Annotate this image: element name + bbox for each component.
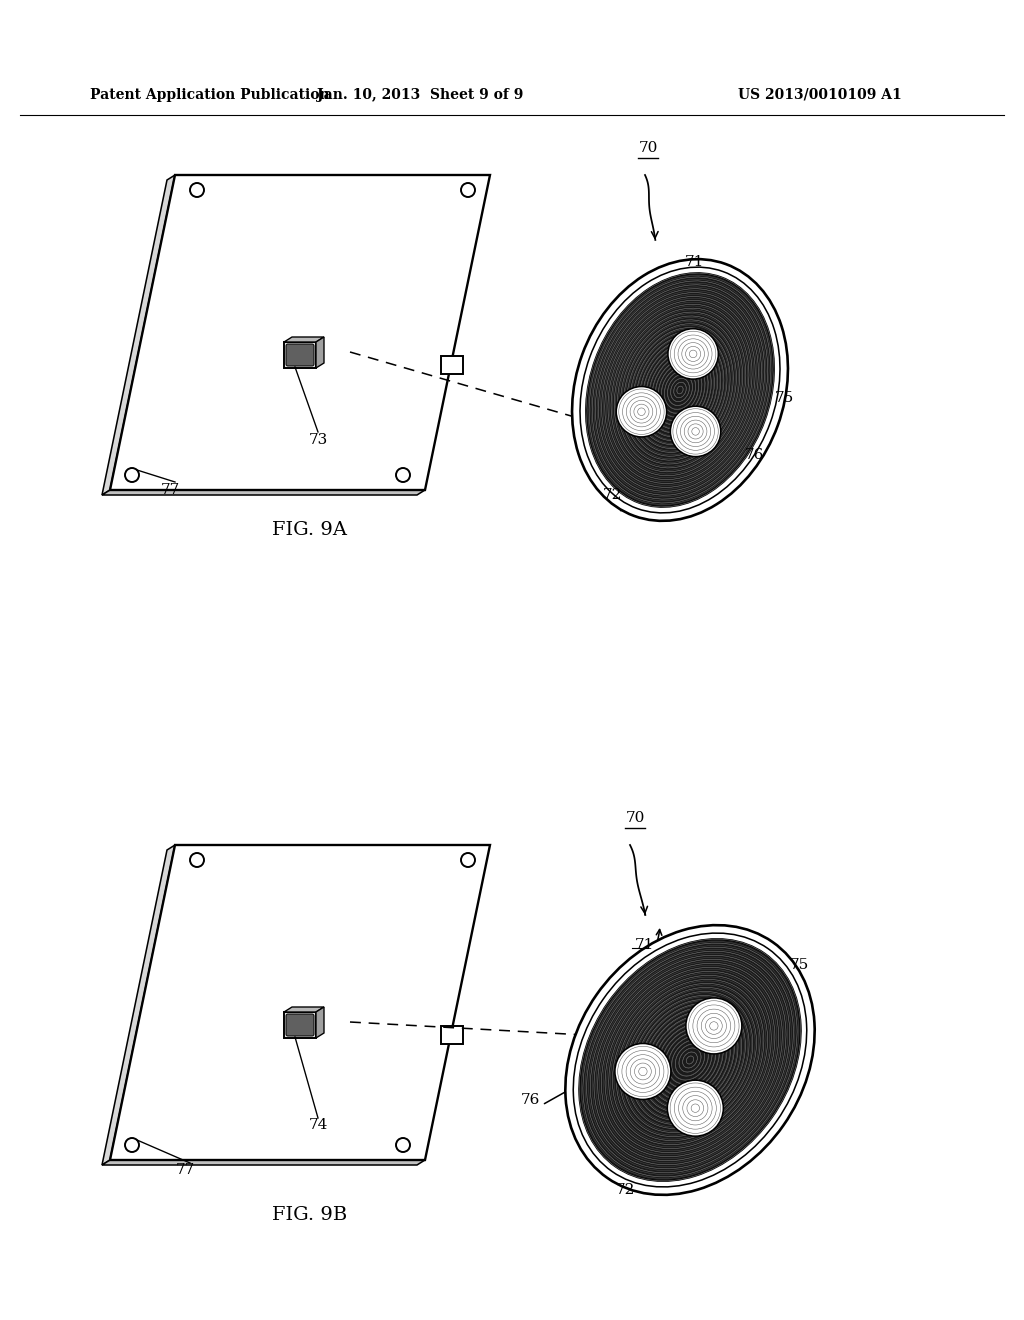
Circle shape [668,1080,723,1137]
Text: 74: 74 [308,1118,328,1133]
Circle shape [616,387,667,437]
Text: 76: 76 [520,1093,540,1107]
Polygon shape [316,1007,324,1038]
Ellipse shape [565,925,815,1195]
Bar [441,356,463,374]
Circle shape [686,998,741,1053]
Ellipse shape [580,939,801,1181]
Text: Jan. 10, 2013  Sheet 9 of 9: Jan. 10, 2013 Sheet 9 of 9 [316,88,523,102]
Text: 73: 73 [308,433,328,447]
Text: Patent Application Publication: Patent Application Publication [90,88,330,102]
Text: 71: 71 [685,255,705,269]
Polygon shape [284,1012,316,1038]
Text: 76: 76 [745,447,764,462]
Text: FIG. 9B: FIG. 9B [272,1206,347,1224]
Polygon shape [102,845,175,1166]
Text: 77: 77 [161,483,179,498]
Ellipse shape [572,259,787,521]
Polygon shape [110,176,490,490]
Circle shape [671,407,721,457]
Text: 75: 75 [775,391,795,405]
Text: 77: 77 [175,1163,195,1177]
Text: 72: 72 [615,1183,635,1197]
Text: 75: 75 [790,958,809,972]
Polygon shape [316,337,324,368]
Text: 70: 70 [626,810,645,825]
Ellipse shape [580,267,780,513]
Polygon shape [110,845,490,1160]
Text: 71: 71 [635,939,654,952]
Polygon shape [284,337,324,342]
Ellipse shape [586,273,774,507]
Circle shape [614,1044,671,1100]
Ellipse shape [573,933,807,1187]
Polygon shape [102,490,425,495]
FancyBboxPatch shape [286,345,314,366]
Text: US 2013/0010109 A1: US 2013/0010109 A1 [738,88,902,102]
Circle shape [668,329,718,379]
Text: 72: 72 [603,488,623,502]
Text: 70: 70 [638,141,657,154]
Polygon shape [102,1160,425,1166]
FancyBboxPatch shape [286,1014,314,1036]
Polygon shape [284,1007,324,1012]
Polygon shape [102,176,175,495]
Polygon shape [284,342,316,368]
Bar [441,1026,463,1044]
Text: FIG. 9A: FIG. 9A [272,521,347,539]
